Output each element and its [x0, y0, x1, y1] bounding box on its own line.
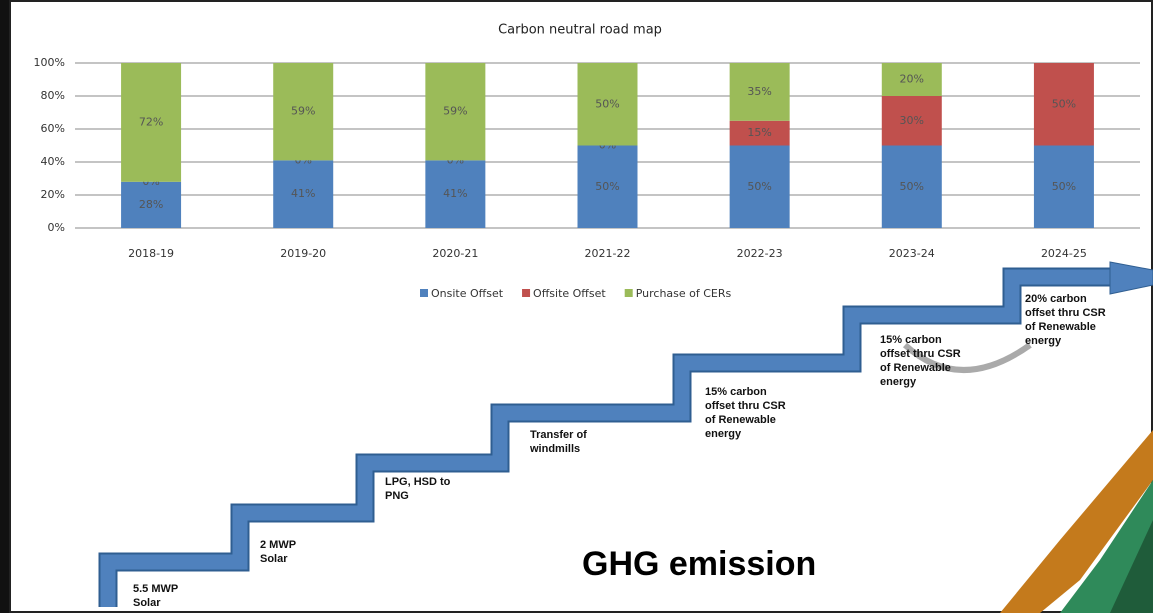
step-label: 15% carbon offset thru CSR of Renewable … — [705, 386, 786, 440]
legend-label: Onsite Offset — [431, 287, 504, 300]
x-tick-label: 2020-21 — [432, 247, 478, 260]
bar-segment — [881, 96, 942, 146]
y-tick-label: 0% — [48, 221, 65, 234]
step-label: 20% carbon offset thru CSR of Renewable … — [1025, 293, 1106, 347]
data-label: 30% — [900, 114, 924, 127]
data-label: 35% — [747, 85, 771, 98]
data-label: 50% — [595, 180, 619, 193]
step-label: Transfer of windmills — [530, 429, 587, 455]
data-label: 50% — [1052, 180, 1076, 193]
y-tick-label: 60% — [41, 122, 65, 135]
data-label: 59% — [443, 105, 467, 118]
x-tick-label: 2024-25 — [1041, 247, 1087, 260]
y-tick-label: 20% — [41, 188, 65, 201]
data-label: 15% — [747, 126, 771, 139]
decoration — [1000, 430, 1153, 613]
x-tick-label: 2019-20 — [280, 247, 326, 260]
bar-segment — [1033, 63, 1094, 146]
legend-label: Purchase of CERs — [636, 287, 732, 300]
data-label: 72% — [139, 115, 163, 128]
bar-segment — [881, 145, 942, 228]
legend-label: Offsite Offset — [533, 287, 606, 300]
data-label: 20% — [900, 73, 924, 86]
data-label: 59% — [291, 105, 315, 118]
step-label: 2 MWP Solar — [260, 539, 296, 565]
y-tick-label: 100% — [34, 56, 65, 69]
legend-swatch — [522, 289, 531, 297]
bar-segment — [729, 63, 790, 121]
y-tick-label: 80% — [41, 89, 65, 102]
bar-segment — [1033, 145, 1094, 228]
bar-segment — [121, 181, 182, 228]
legend-swatch — [624, 289, 633, 297]
left-border — [0, 0, 9, 613]
bar-segment — [729, 120, 790, 146]
legend-swatch — [420, 289, 428, 297]
data-label: 50% — [900, 180, 924, 193]
data-label: 50% — [1052, 97, 1076, 110]
chart-title: Carbon neutral road map — [498, 23, 662, 38]
staircase — [100, 269, 1120, 607]
bar-segment — [881, 63, 942, 96]
bar-segment — [425, 63, 486, 161]
diagram-title: GHG emission — [582, 545, 817, 583]
x-tick-label: 2021-22 — [585, 247, 631, 260]
bar-segment — [273, 63, 334, 161]
data-label: 41% — [291, 187, 315, 200]
data-label: 28% — [139, 198, 163, 211]
y-tick-label: 40% — [41, 155, 65, 168]
data-label: 50% — [595, 97, 619, 110]
bar-segment — [729, 145, 790, 228]
decoration — [1110, 520, 1153, 613]
data-label: 41% — [443, 187, 467, 200]
x-tick-label: 2023-24 — [889, 247, 935, 260]
bar-segment — [577, 145, 638, 228]
staircase-arrow — [1109, 261, 1153, 295]
frame — [9, 0, 1153, 613]
data-label: 50% — [747, 180, 771, 193]
x-tick-label: 2018-19 — [128, 247, 174, 260]
bar-segment — [425, 160, 486, 228]
bar-segment — [577, 63, 638, 146]
bar-segment — [121, 63, 182, 182]
bar-segment — [273, 160, 334, 228]
step-label: LPG, HSD to PNG — [385, 476, 451, 502]
step-label: 15% carbon offset thru CSR of Renewable … — [880, 334, 961, 388]
step-label: 5.5 MWP Solar — [133, 583, 179, 609]
connector-arrow — [902, 342, 1032, 373]
x-tick-label: 2022-23 — [737, 247, 783, 260]
